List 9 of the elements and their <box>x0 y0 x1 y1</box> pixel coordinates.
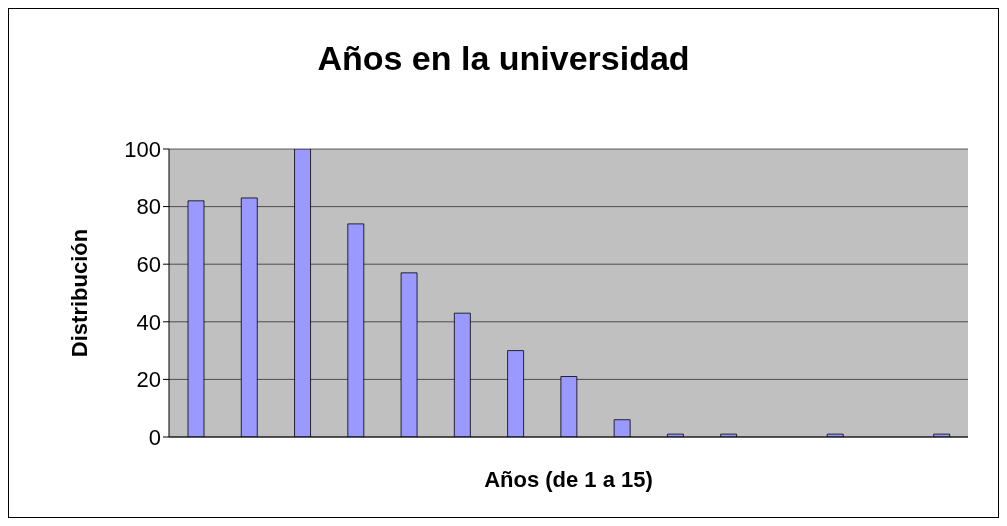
y-axis-title: Distribución <box>66 228 92 358</box>
y-tick-label: 60 <box>136 252 161 278</box>
y-tick-label: 40 <box>136 309 161 335</box>
chart-title: Años en la universidad <box>316 39 691 78</box>
y-tick-label: 20 <box>136 367 161 393</box>
y-tick-label: 0 <box>148 424 161 450</box>
x-axis-title: Años (de 1 a 15) <box>484 467 653 492</box>
y-tick-label: 100 <box>124 136 161 162</box>
y-tick-label: 80 <box>136 194 161 220</box>
